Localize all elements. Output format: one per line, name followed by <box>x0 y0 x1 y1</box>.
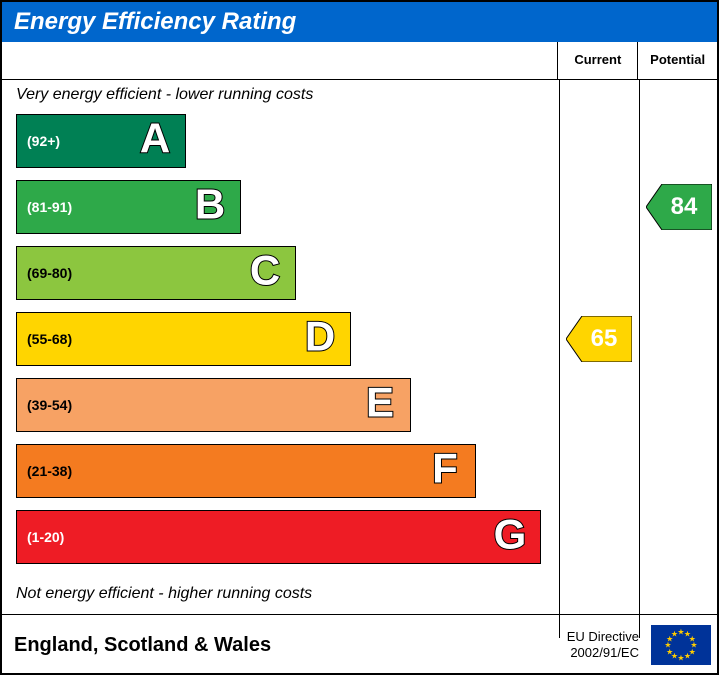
svg-text:C: C <box>250 247 280 294</box>
band-range: (39-54) <box>17 397 72 413</box>
header-potential: Potential <box>637 42 717 80</box>
header-current: Current <box>557 42 637 80</box>
header-spacer <box>2 42 557 80</box>
svg-text:G: G <box>494 511 527 558</box>
band-range: (81-91) <box>17 199 72 215</box>
footer: England, Scotland & Wales EU Directive 2… <box>2 614 717 676</box>
current-value: 65 <box>566 316 632 362</box>
potential-value: 84 <box>646 184 712 230</box>
svg-text:E: E <box>366 379 394 426</box>
band-letter: A <box>131 115 179 168</box>
efficient-note: Very energy efficient - lower running co… <box>16 86 313 104</box>
band-range: (69-80) <box>17 265 72 281</box>
band-range: (1-20) <box>17 529 64 545</box>
band-letter: D <box>296 313 344 366</box>
chart-zone: Very energy efficient - lower running co… <box>2 80 717 638</box>
band-b: (81-91) B <box>16 180 241 234</box>
band-f: (21-38) F <box>16 444 476 498</box>
band-d: (55-68) D <box>16 312 351 366</box>
directive-line2: 2002/91/EC <box>570 645 639 660</box>
band-c: (69-80) C <box>16 246 296 300</box>
directive-text: EU Directive 2002/91/EC <box>567 629 645 660</box>
inefficient-note: Not energy efficient - higher running co… <box>16 585 312 603</box>
band-g: (1-20) G <box>16 510 541 564</box>
bands-area: Very energy efficient - lower running co… <box>2 80 559 638</box>
svg-text:A: A <box>140 115 170 162</box>
potential-marker: 84 <box>646 184 712 230</box>
chart-body: Current Potential Very energy efficient … <box>2 42 717 638</box>
eu-flag-icon: ★★★★★★★★★★★★ <box>651 625 711 665</box>
current-marker: 65 <box>566 316 632 362</box>
band-letter: G <box>486 511 534 564</box>
epc-chart: Energy Efficiency Rating Current Potenti… <box>0 0 719 675</box>
band-e: (39-54) E <box>16 378 411 432</box>
band-a: (92+) A <box>16 114 186 168</box>
band-range: (55-68) <box>17 331 72 347</box>
potential-column: 84 <box>639 80 719 638</box>
title-bar: Energy Efficiency Rating <box>2 2 717 42</box>
band-letter: F <box>421 445 469 498</box>
band-range: (92+) <box>17 133 60 149</box>
band-letter: E <box>356 379 404 432</box>
title-text: Energy Efficiency Rating <box>14 8 296 35</box>
column-headers: Current Potential <box>2 42 717 80</box>
band-letter: B <box>186 181 234 234</box>
band-range: (21-38) <box>17 463 72 479</box>
current-column: 65 <box>559 80 639 638</box>
band-letter: C <box>241 247 289 300</box>
svg-text:F: F <box>432 445 458 492</box>
svg-text:B: B <box>195 181 225 228</box>
region-text: England, Scotland & Wales <box>2 634 567 657</box>
directive-line1: EU Directive <box>567 629 639 644</box>
svg-text:D: D <box>305 313 335 360</box>
band-bars: (92+) A (81-91) B (69-80) C (55-68) D (39-54) E (2… <box>16 114 541 576</box>
